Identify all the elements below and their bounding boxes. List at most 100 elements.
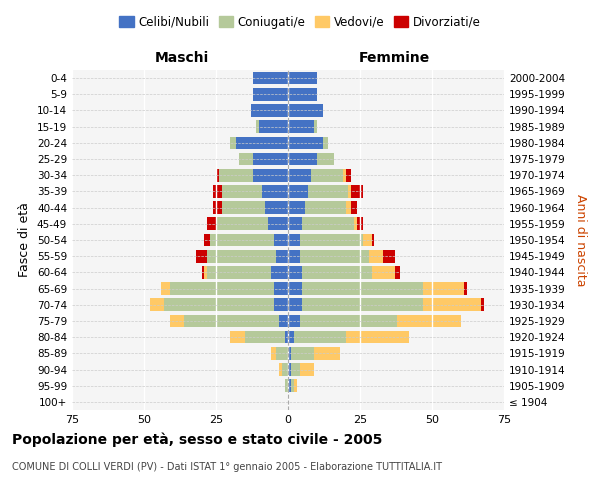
Bar xyxy=(302,218,354,230)
Bar xyxy=(302,298,424,311)
Bar xyxy=(216,218,268,230)
Y-axis label: Fasce di età: Fasce di età xyxy=(19,202,31,278)
Bar xyxy=(346,169,352,181)
Bar xyxy=(352,185,363,198)
Bar xyxy=(253,88,288,101)
Text: COMUNE DI COLLI VERDI (PV) - Dati ISTAT 1° gennaio 2005 - Elaborazione TUTTITALI: COMUNE DI COLLI VERDI (PV) - Dati ISTAT … xyxy=(12,462,442,472)
Bar xyxy=(288,152,317,166)
Y-axis label: Anni di nascita: Anni di nascita xyxy=(574,194,587,286)
Bar xyxy=(184,314,280,328)
Bar xyxy=(288,169,311,181)
Bar xyxy=(305,202,346,214)
Bar xyxy=(363,234,371,246)
Bar xyxy=(349,185,352,198)
Bar xyxy=(282,363,288,376)
Bar xyxy=(424,298,481,311)
Bar xyxy=(245,331,285,344)
Bar xyxy=(164,298,274,311)
Bar xyxy=(308,185,349,198)
Text: Maschi: Maschi xyxy=(154,51,209,65)
Bar xyxy=(481,298,484,311)
Bar xyxy=(288,72,317,85)
Bar xyxy=(253,169,288,181)
Bar xyxy=(383,250,395,262)
Bar xyxy=(280,363,282,376)
Bar xyxy=(288,202,305,214)
Bar xyxy=(202,266,205,278)
Bar xyxy=(288,218,302,230)
Bar xyxy=(352,202,357,214)
Bar xyxy=(317,152,334,166)
Bar xyxy=(288,266,302,278)
Bar xyxy=(371,266,395,278)
Bar xyxy=(256,120,259,133)
Bar xyxy=(288,298,302,311)
Bar xyxy=(291,380,294,392)
Bar xyxy=(285,331,288,344)
Bar xyxy=(288,363,291,376)
Bar xyxy=(170,282,274,295)
Bar xyxy=(268,218,288,230)
Bar xyxy=(208,250,277,262)
Bar xyxy=(222,185,262,198)
Text: Popolazione per età, sesso e stato civile - 2005: Popolazione per età, sesso e stato civil… xyxy=(12,432,382,447)
Bar xyxy=(346,202,352,214)
Bar xyxy=(205,234,210,246)
Bar xyxy=(288,331,294,344)
Bar xyxy=(271,347,277,360)
Bar xyxy=(314,120,317,133)
Bar xyxy=(291,347,314,360)
Bar xyxy=(288,380,291,392)
Bar xyxy=(274,282,288,295)
Bar xyxy=(288,136,323,149)
Bar xyxy=(274,234,288,246)
Bar xyxy=(213,185,222,198)
Bar xyxy=(288,120,314,133)
Bar xyxy=(288,185,308,198)
Bar xyxy=(357,218,363,230)
Bar xyxy=(213,202,222,214)
Bar xyxy=(294,380,296,392)
Bar xyxy=(291,363,299,376)
Bar xyxy=(161,282,170,295)
Bar xyxy=(208,218,216,230)
Bar xyxy=(170,314,184,328)
Bar xyxy=(368,250,383,262)
Bar xyxy=(294,331,346,344)
Bar xyxy=(236,136,288,149)
Bar xyxy=(288,347,291,360)
Bar xyxy=(299,314,397,328)
Bar xyxy=(299,363,314,376)
Bar xyxy=(343,169,346,181)
Bar xyxy=(216,169,219,181)
Bar xyxy=(210,234,274,246)
Text: Femmine: Femmine xyxy=(359,51,430,65)
Bar xyxy=(464,282,467,295)
Bar xyxy=(265,202,288,214)
Bar xyxy=(311,169,343,181)
Bar xyxy=(371,234,374,246)
Bar xyxy=(397,314,461,328)
Bar xyxy=(288,104,323,117)
Bar xyxy=(271,266,288,278)
Bar xyxy=(288,250,299,262)
Bar xyxy=(251,104,288,117)
Bar xyxy=(150,298,164,311)
Bar xyxy=(288,314,299,328)
Bar xyxy=(262,185,288,198)
Bar xyxy=(323,136,328,149)
Bar xyxy=(219,169,253,181)
Bar xyxy=(277,250,288,262)
Bar xyxy=(280,314,288,328)
Bar xyxy=(253,152,288,166)
Legend: Celibi/Nubili, Coniugati/e, Vedovi/e, Divorziati/e: Celibi/Nubili, Coniugati/e, Vedovi/e, Di… xyxy=(115,11,485,34)
Bar xyxy=(314,347,340,360)
Bar xyxy=(259,120,288,133)
Bar xyxy=(230,136,236,149)
Bar xyxy=(424,282,464,295)
Bar xyxy=(299,250,368,262)
Bar xyxy=(288,282,302,295)
Bar xyxy=(285,380,288,392)
Bar xyxy=(288,234,299,246)
Bar xyxy=(196,250,208,262)
